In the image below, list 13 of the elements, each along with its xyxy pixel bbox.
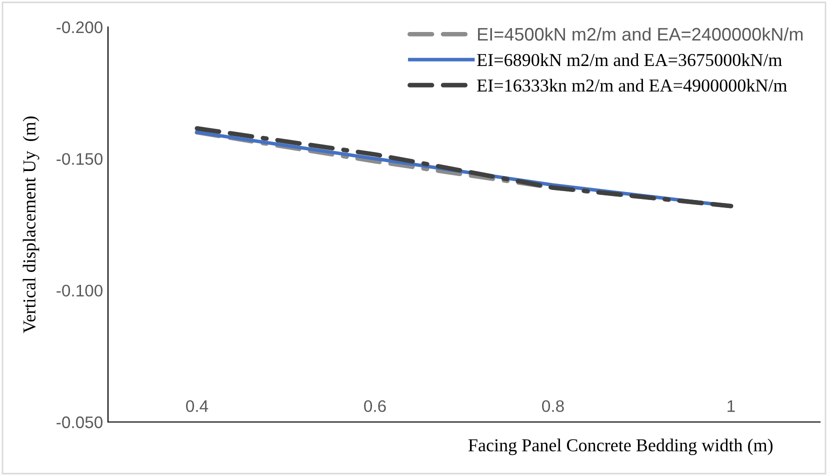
y-tick-label: -0.150 <box>56 153 102 165</box>
legend-label: EI=6890kN m2/m and EA=3675000kN/m <box>477 53 782 66</box>
y-tick-label: -0.100 <box>56 284 102 297</box>
y-tick-label: -0.050 <box>56 416 102 428</box>
x-tick-label: 0.8 <box>542 400 564 412</box>
legend-label: EI=16333kn m2/m and EA=4900000kN/m <box>477 78 788 92</box>
x-axis-title: Facing Panel Concrete Bedding width (m) <box>468 438 773 456</box>
y-axis-title: Vertical displacement Uy (m) <box>22 116 40 334</box>
x-tick-label: 1 <box>728 400 735 412</box>
y-tick-label: -0.200 <box>56 21 102 34</box>
x-tick-label: 0.4 <box>186 400 208 412</box>
x-tick-label: 0.6 <box>364 400 386 412</box>
legend-label: EI=4500kN m2/m and EA=2400000kN/m <box>478 27 803 41</box>
